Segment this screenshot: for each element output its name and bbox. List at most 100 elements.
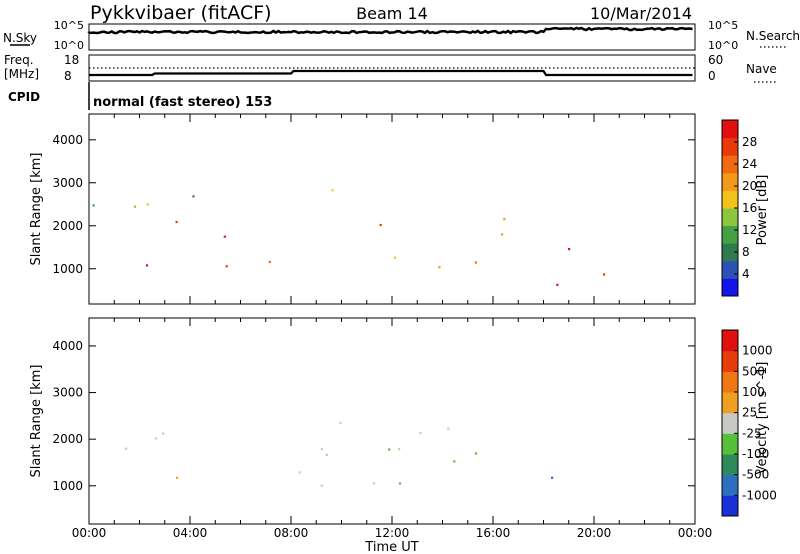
freq-tick-top: 18 [64, 53, 79, 67]
velocity-frame [88, 317, 696, 525]
x-tick-label: 20:00 [577, 526, 612, 540]
x-tick-label: 08:00 [274, 526, 309, 540]
colorbar-tick-label: 16 [742, 201, 757, 215]
velocity-panel: 1000 2000 3000 4000 Slant Range [km] [29, 317, 696, 525]
freq-frame [88, 54, 696, 82]
colorbar-tick-label: 12 [742, 223, 757, 237]
freq-tick-bottom: 8 [64, 69, 72, 83]
x-tick-label: 04:00 [173, 526, 208, 540]
range-cell [438, 266, 441, 269]
noise-panel: N.Sky 10^5 10^0 10^5 10^0 N.Search [3, 19, 800, 52]
range-cell [388, 448, 391, 451]
range-cell [320, 484, 323, 487]
noise-tick-left-top: 10^5 [54, 19, 84, 32]
range-cell [453, 460, 456, 463]
range-cell [398, 482, 402, 485]
colorbar-tick-label: 4 [742, 267, 750, 281]
range-cell [501, 233, 504, 236]
velocity-ylabel: Slant Range [km] [29, 365, 44, 478]
colorbar-tick-label: 28 [742, 135, 757, 149]
colorbar-tick-label: 24 [742, 157, 757, 171]
x-axis: 00:00 04:00 08:00 12:00 16:00 20:00 00:00 [72, 526, 713, 540]
range-cell [146, 203, 149, 206]
y-tick-label: 2000 [52, 219, 83, 233]
range-cell [225, 265, 228, 268]
y-tick-label: 3000 [52, 386, 83, 400]
colorbar-segment [722, 412, 738, 434]
y-tick-label: 1000 [52, 479, 83, 493]
freq-unit-label: [MHz] [4, 67, 39, 81]
colorbar-segment [722, 172, 738, 191]
nsearch-label: N.Search [746, 29, 800, 43]
colorbar-segment [722, 120, 738, 139]
noise-frame [88, 23, 696, 51]
y-tick-label: 4000 [52, 133, 83, 147]
y-tick-label: 4000 [52, 339, 83, 353]
x-tick-label: 00:00 [678, 526, 713, 540]
x-tick-label: 00:00 [72, 526, 107, 540]
range-cell [419, 432, 422, 435]
range-cell [192, 195, 195, 198]
freq-trace [89, 69, 693, 77]
colorbar-tick-label: 25 [742, 406, 757, 420]
cpid-label: CPID [8, 90, 40, 104]
velocity-colorbar-label: Velocity [m s^-1] [755, 362, 770, 475]
noise-tick-right-bottom: 10^0 [708, 39, 738, 52]
colorbar-tick-label: 20 [742, 179, 757, 193]
colorbar-segment [722, 190, 738, 209]
y-tick-label: 2000 [52, 432, 83, 446]
range-cell [161, 432, 165, 435]
range-cell [503, 218, 506, 221]
colorbar-segment [722, 474, 738, 496]
colorbar-tick-label: 1000 [742, 344, 773, 358]
range-cell [474, 452, 478, 455]
range-cell [175, 220, 178, 224]
nave-tick-bottom: 0 [708, 69, 716, 83]
range-cell [133, 205, 137, 208]
colorbar-segment [722, 260, 738, 279]
nave-label: Nave [746, 62, 777, 76]
range-cell [339, 421, 342, 425]
nsky-label: N.Sky [3, 31, 37, 45]
range-cell [223, 235, 226, 238]
date-title: 10/Mar/2014 [590, 4, 692, 23]
freq-label: Freq. [4, 53, 34, 67]
range-cell [331, 189, 334, 192]
range-cell [298, 471, 301, 474]
colorbar-segment [722, 225, 738, 244]
range-cell [393, 256, 396, 259]
power-colorbar: 28 24 20 16 12 8 4 [721, 119, 757, 297]
range-cell [568, 248, 571, 251]
x-tick-label: 12:00 [375, 526, 410, 540]
y-tick-label: 3000 [52, 176, 83, 190]
velocity-axes: 1000 2000 3000 4000 [52, 318, 696, 524]
range-cell [447, 427, 450, 430]
colorbar-segment [722, 208, 738, 227]
x-axis-label: Time UT [364, 540, 418, 554]
freq-panel: Freq. [MHz] 18 8 60 0 Nave [4, 53, 778, 83]
velocity-colorbar: 1000 500 100 25 -25 -100 -500 -1000 [721, 329, 777, 517]
power-colorbar-label: Power [dB] [755, 175, 770, 246]
range-cell [268, 260, 271, 263]
colorbar-segment [722, 371, 738, 393]
colorbar-segment [722, 330, 738, 352]
power-axes: 1000 2000 3000 4000 [52, 114, 696, 304]
range-cell [372, 482, 376, 485]
range-cell [325, 453, 328, 456]
beam-title: Beam 14 [356, 4, 428, 23]
range-cell [175, 476, 179, 479]
range-cell [556, 283, 559, 286]
station-title: Pykkvibaer (fitACF) [90, 2, 272, 24]
range-cell [320, 448, 323, 451]
noise-trace [87, 26, 693, 35]
colorbar-segment [722, 392, 738, 414]
colorbar-segment [722, 278, 738, 297]
colorbar-segment [722, 155, 738, 174]
nave-tick-top: 60 [708, 53, 723, 67]
colorbar-tick-label: 100 [742, 385, 765, 399]
power-ylabel: Slant Range [km] [29, 153, 44, 266]
colorbar-segment [722, 454, 738, 476]
range-cell [154, 437, 158, 440]
colorbar-segment [722, 495, 738, 517]
